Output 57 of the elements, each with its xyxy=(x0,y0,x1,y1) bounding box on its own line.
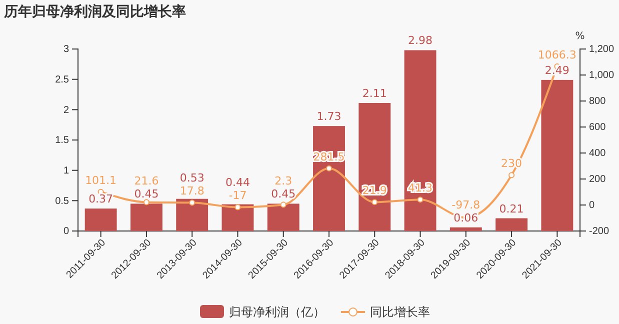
y2-tick-label: 0 xyxy=(589,200,595,212)
point xyxy=(372,199,378,206)
y-tick-label: 2.5 xyxy=(55,74,70,86)
bar xyxy=(176,198,208,231)
y-tick-label: 1 xyxy=(63,166,70,177)
bar xyxy=(404,50,436,231)
y2-tick-label: 400 xyxy=(589,148,606,160)
data-label: 41.3 xyxy=(408,182,433,195)
y2-tick-label: 800 xyxy=(589,96,606,108)
y-tick-label: 0.5 xyxy=(55,196,70,207)
bar xyxy=(313,126,345,231)
y2-tick-label: -200 xyxy=(589,226,610,238)
bar xyxy=(496,218,528,231)
data-label: 0.45 xyxy=(271,188,296,201)
bar xyxy=(358,102,391,231)
y2-tick-label: 200 xyxy=(589,174,606,186)
point xyxy=(326,165,332,172)
y2-tick-label: 600 xyxy=(589,122,606,134)
point xyxy=(417,196,424,203)
bar xyxy=(450,227,482,231)
data-label: 2.11 xyxy=(362,86,387,100)
point xyxy=(189,200,196,206)
data-label: 0.53 xyxy=(180,172,204,185)
bar xyxy=(222,204,254,231)
data-label: 21.6 xyxy=(134,174,159,188)
point xyxy=(143,199,150,206)
data-label: 281.5 xyxy=(313,150,345,164)
y-tick-label: 2 xyxy=(63,104,70,116)
point xyxy=(280,202,286,208)
data-label: 0.37 xyxy=(88,192,114,206)
point xyxy=(234,204,241,210)
bar xyxy=(84,208,117,231)
data-label: -17 xyxy=(228,189,247,202)
data-label: 0.45 xyxy=(134,188,159,201)
data-label: 1.73 xyxy=(316,110,342,124)
y2-tick-label: 1,200 xyxy=(589,44,614,56)
chart-title: 历年归母净利润及同比增长率 xyxy=(3,3,186,20)
y2-axis-title: % xyxy=(575,31,585,42)
data-label: 17.8 xyxy=(180,184,204,198)
y-tick-label: 0 xyxy=(63,226,70,238)
point xyxy=(508,172,515,178)
data-label: 2.3 xyxy=(274,174,292,188)
legend-label: 归母净利润（亿） xyxy=(229,305,325,319)
y-tick-label: 3 xyxy=(63,44,70,56)
bar xyxy=(267,204,300,231)
y-tick-label: 1.5 xyxy=(55,135,70,146)
data-label: 0.21 xyxy=(499,202,524,216)
data-label: 2.98 xyxy=(408,34,433,48)
data-label: 1066.3 xyxy=(538,48,576,62)
legend-label: 同比增长率 xyxy=(370,305,430,319)
y2-tick-label: 1,000 xyxy=(589,70,614,82)
data-label: -97.8 xyxy=(452,198,480,212)
bar xyxy=(130,204,162,231)
bar xyxy=(541,80,574,231)
data-label: 101.1 xyxy=(85,174,117,187)
data-label: 21.9 xyxy=(362,184,387,198)
data-label: 0.44 xyxy=(225,176,250,190)
